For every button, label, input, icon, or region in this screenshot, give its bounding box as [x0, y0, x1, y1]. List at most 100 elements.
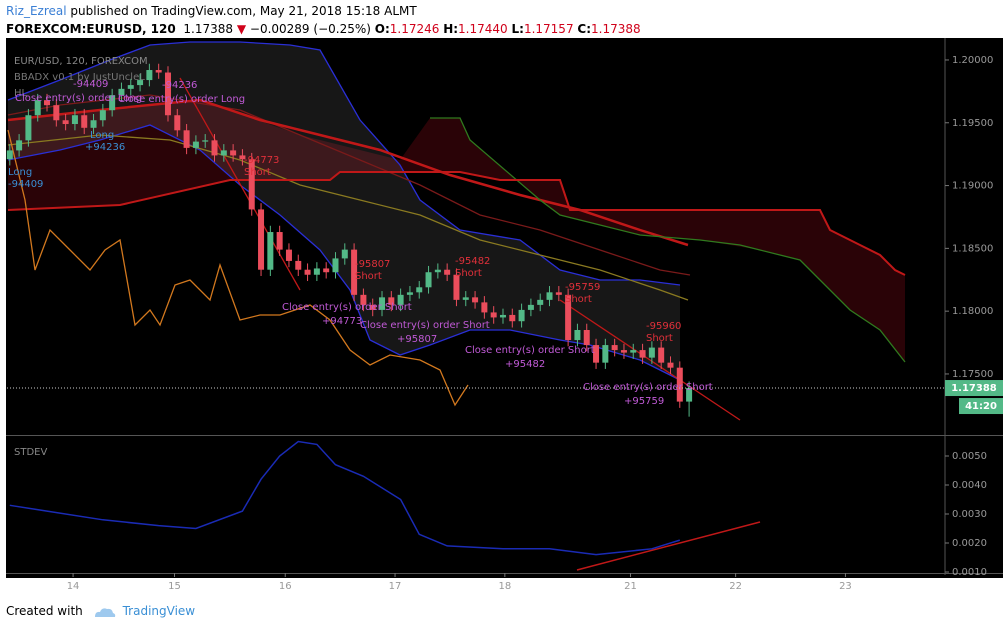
change: −0.00289 (−0.25%) [249, 22, 371, 36]
candle-body [369, 304, 376, 310]
candle-body [555, 292, 562, 295]
candle-body [602, 345, 609, 363]
candle-body [183, 130, 190, 148]
candle-body [490, 312, 497, 318]
chart-title: EUR/USD, 120, FOREXCOM [14, 56, 148, 67]
l: 1.17157 [523, 22, 574, 36]
candle-body [583, 330, 590, 346]
candle-body [537, 299, 544, 305]
chart: EUR/USD, 120, FOREXCOM BBADX v0.1 by Jus… [6, 38, 1003, 592]
candle-body [267, 232, 274, 270]
header-line: Riz_Ezreal published on TradingView.com,… [6, 4, 417, 18]
h: 1.17440 [458, 22, 508, 36]
candle-body [667, 362, 674, 368]
candle-body [416, 287, 423, 293]
brand[interactable]: TradingView [122, 604, 196, 618]
candle-body [127, 85, 134, 89]
annotation: Short [646, 333, 673, 344]
y-tick-label: 1.20000 [952, 55, 993, 66]
created: Created with [6, 604, 83, 618]
x-tick-label: 22 [729, 581, 742, 592]
annotation: Close entry(s) order Short [583, 382, 713, 393]
candle-body [239, 155, 246, 160]
l-label: L: [511, 22, 524, 36]
stdev-line [9, 440, 681, 556]
candle-body [62, 120, 69, 125]
y-tick-label: 0.0010 [952, 567, 987, 578]
arrow: ▼ [236, 22, 247, 36]
candle-body [192, 141, 199, 148]
x-tick-label: 14 [67, 581, 80, 592]
candle-body [360, 294, 367, 305]
lower-band [7, 124, 681, 381]
candle-body [472, 297, 479, 303]
candle-body [630, 350, 637, 353]
annotation: Close entry(s) order Long [118, 94, 245, 105]
y-tick-label: 0.0040 [952, 480, 987, 491]
candle-body [388, 297, 395, 305]
candle-body [481, 302, 488, 313]
cloud-edge [430, 117, 906, 363]
x-tick-label: 18 [498, 581, 511, 592]
candle-body [6, 150, 13, 160]
candle-body [509, 314, 516, 322]
candle-body [71, 115, 78, 125]
candle-body [406, 292, 413, 295]
candle-body [313, 268, 320, 275]
x-tick-label: 15 [168, 581, 181, 592]
annotation: +95759 [624, 396, 664, 407]
candle-body [462, 297, 469, 300]
candle-body [220, 150, 227, 156]
annotation: Short [355, 271, 382, 282]
annotation: +94773 [322, 316, 362, 327]
trendline [576, 521, 761, 571]
candle-body [258, 209, 265, 270]
candle-body [565, 294, 572, 341]
indicator-name: BBADX v0.1 by JustUncleL [14, 72, 145, 83]
last: 1.17388 [183, 22, 233, 36]
annotation: +94236 [85, 142, 125, 153]
annotation: -95807 [355, 259, 390, 270]
candle-body [81, 115, 88, 128]
candle-body [518, 309, 525, 322]
annotation: -94773 [244, 155, 279, 166]
h-label: H: [443, 22, 459, 36]
annotation: -94236 [162, 80, 197, 91]
annotation: Long [8, 167, 32, 178]
pane-title: STDEV [14, 447, 47, 458]
candle-body [34, 100, 41, 116]
candle-body [658, 347, 665, 363]
annotation: Close entry(s) order Short [282, 302, 412, 313]
candle-body [304, 269, 311, 275]
timer-label: 41:20 [965, 401, 997, 412]
candle-body [16, 140, 23, 151]
quote-line: FOREXCOM:EURUSD, 120 1.17388 ▼ −0.00289 … [6, 22, 641, 36]
annotation: Short [565, 294, 592, 305]
annotation: -94409 [8, 179, 43, 190]
candle-body [109, 95, 116, 111]
candle-body [174, 115, 181, 131]
trendline [559, 299, 741, 421]
indicator-note: HL [14, 88, 28, 99]
c-label: C: [577, 22, 592, 36]
candle-body [211, 140, 218, 156]
candle-body [444, 269, 451, 275]
y-tick-label: 1.18000 [952, 306, 993, 317]
x-tick-label: 23 [839, 581, 852, 592]
annotation: Close entry(s) order Short [360, 320, 490, 331]
author[interactable]: Riz_Ezreal [6, 4, 67, 18]
y-tick-label: 0.0050 [952, 451, 987, 462]
last-price-tag [945, 380, 1003, 397]
annotation: -95482 [455, 256, 490, 267]
candle-body [397, 294, 404, 305]
annotation: +95482 [505, 359, 545, 370]
x-tick-label: 17 [389, 581, 402, 592]
annotation: Short [455, 268, 482, 279]
candle-body [99, 110, 106, 121]
candle-body [295, 260, 302, 270]
symbol: FOREXCOM:EURUSD, 120 [6, 22, 176, 36]
candle-body [341, 249, 348, 259]
y-tick-label: 0.0030 [952, 509, 987, 520]
